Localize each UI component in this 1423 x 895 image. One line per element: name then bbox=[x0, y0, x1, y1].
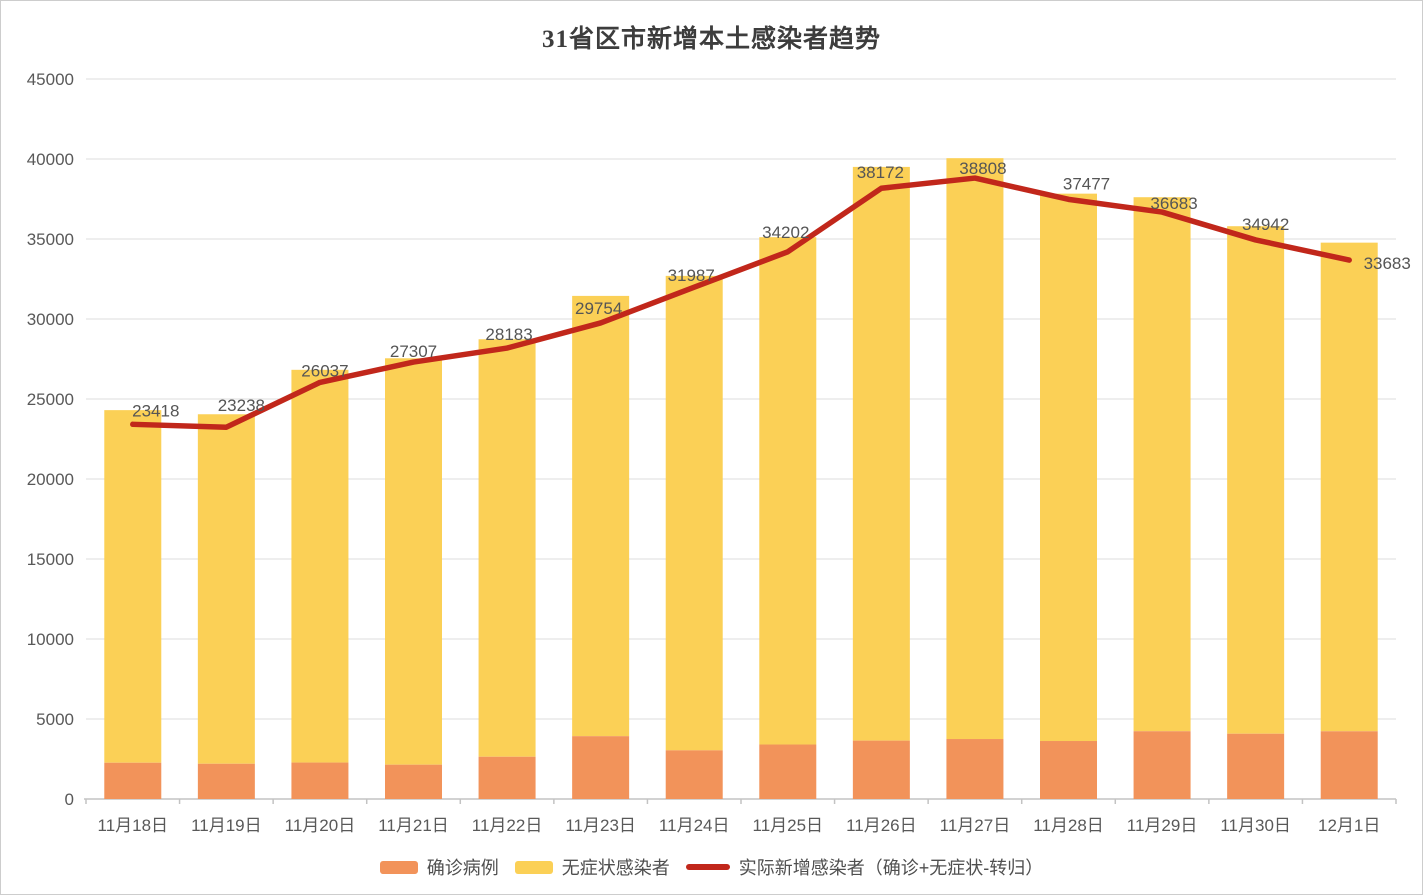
y-tick-label-20000: 20000 bbox=[27, 470, 74, 489]
legend-label-asymptomatic: 无症状感染者 bbox=[561, 858, 670, 878]
legend-swatch-actual-new-infections bbox=[685, 864, 730, 870]
x-label-11: 11月29日 bbox=[1127, 816, 1198, 835]
y-tick-label-40000: 40000 bbox=[27, 150, 74, 169]
bar-asymptomatic-8 bbox=[852, 166, 910, 741]
legend-item-confirmed: 确诊病例 bbox=[379, 854, 499, 880]
data-label-8: 38172 bbox=[857, 163, 904, 182]
bar-asymptomatic-6 bbox=[665, 275, 723, 751]
x-label-10: 11月28日 bbox=[1033, 816, 1104, 835]
bar-asymptomatic-10 bbox=[1040, 193, 1097, 742]
y-tick-label-0: 0 bbox=[65, 790, 74, 809]
bar-confirmed-1 bbox=[197, 763, 255, 799]
legend-item-asymptomatic: 无症状感染者 bbox=[514, 854, 670, 880]
bar-confirmed-12 bbox=[1227, 733, 1285, 799]
bar-asymptomatic-4 bbox=[478, 339, 536, 757]
bar-confirmed-2 bbox=[291, 762, 349, 799]
bar-confirmed-10 bbox=[1040, 741, 1097, 799]
data-label-6: 31987 bbox=[668, 266, 715, 285]
bar-confirmed-13 bbox=[1320, 731, 1378, 799]
data-label-10: 37477 bbox=[1063, 174, 1110, 193]
bar-confirmed-3 bbox=[385, 764, 442, 799]
legend-label-confirmed: 确诊病例 bbox=[426, 858, 499, 878]
bar-confirmed-4 bbox=[478, 756, 536, 799]
legend-swatch-confirmed bbox=[379, 860, 418, 874]
x-label-5: 11月23日 bbox=[565, 816, 636, 835]
x-label-2: 11月20日 bbox=[285, 816, 356, 835]
bar-confirmed-11 bbox=[1133, 731, 1191, 799]
bar-confirmed-6 bbox=[665, 750, 723, 799]
y-tick-label-45000: 45000 bbox=[27, 70, 74, 89]
trend-line bbox=[130, 175, 1352, 430]
y-tick-label-30000: 30000 bbox=[27, 310, 74, 329]
y-tick-label-5000: 5000 bbox=[36, 710, 74, 729]
bar-asymptomatic-3 bbox=[385, 358, 442, 765]
chart-title: 31省区市新增本土感染者趋势 bbox=[541, 26, 881, 53]
bar-asymptomatic-11 bbox=[1133, 197, 1191, 732]
bar-asymptomatic-1 bbox=[197, 414, 255, 764]
bar-asymptomatic-0 bbox=[104, 410, 162, 763]
bar-asymptomatic-13 bbox=[1320, 242, 1378, 732]
bar-confirmed-7 bbox=[759, 744, 817, 799]
bar-asymptomatic-2 bbox=[291, 369, 349, 763]
data-label-9: 38808 bbox=[959, 159, 1006, 178]
x-label-1: 11月19日 bbox=[191, 816, 262, 835]
y-tick-label-15000: 15000 bbox=[27, 550, 74, 569]
x-label-7: 11月25日 bbox=[753, 816, 824, 835]
legend-swatch-asymptomatic bbox=[514, 860, 553, 874]
bar-asymptomatic-12 bbox=[1227, 226, 1285, 734]
bar-asymptomatic-5 bbox=[572, 295, 630, 737]
x-label-0: 11月18日 bbox=[98, 816, 169, 835]
x-label-4: 11月22日 bbox=[472, 816, 543, 835]
data-label-3: 27307 bbox=[390, 342, 437, 361]
bar-confirmed-5 bbox=[572, 736, 630, 799]
data-label-0: 23418 bbox=[132, 401, 179, 420]
data-label-1: 23238 bbox=[218, 396, 265, 415]
data-label-7: 34202 bbox=[762, 223, 809, 242]
bar-confirmed-8 bbox=[852, 740, 910, 799]
x-label-3: 11月21日 bbox=[378, 816, 449, 835]
x-label-9: 11月27日 bbox=[940, 816, 1011, 835]
data-label-5: 29754 bbox=[575, 299, 622, 318]
data-label-4: 28183 bbox=[485, 325, 532, 344]
legend-label-actual-new-infections: 实际新增感染者（确诊+无症状-转归） bbox=[738, 858, 1044, 878]
y-tick-label-25000: 25000 bbox=[27, 390, 74, 409]
bar-asymptomatic-9 bbox=[946, 158, 1004, 740]
x-label-13: 12月1日 bbox=[1318, 816, 1380, 835]
data-label-13: 33683 bbox=[1364, 254, 1411, 273]
bar-asymptomatic-7 bbox=[759, 237, 817, 745]
x-label-8: 11月26日 bbox=[846, 816, 917, 835]
y-tick-label-35000: 35000 bbox=[27, 230, 74, 249]
y-tick-label-10000: 10000 bbox=[27, 630, 74, 649]
legend-item-actual-new-infections: 实际新增感染者（确诊+无症状-转归） bbox=[685, 854, 1044, 880]
chart-legend: 确诊病例 无症状感染者 实际新增感染者（确诊+无症状-转归） bbox=[1, 854, 1422, 880]
bar-confirmed-0 bbox=[104, 762, 162, 799]
bar-confirmed-9 bbox=[946, 739, 1004, 799]
x-label-12: 11月30日 bbox=[1220, 816, 1291, 835]
data-label-11: 36683 bbox=[1150, 194, 1197, 213]
data-label-12: 34942 bbox=[1242, 215, 1289, 234]
x-label-6: 11月24日 bbox=[659, 816, 730, 835]
data-label-2: 26037 bbox=[301, 361, 348, 380]
